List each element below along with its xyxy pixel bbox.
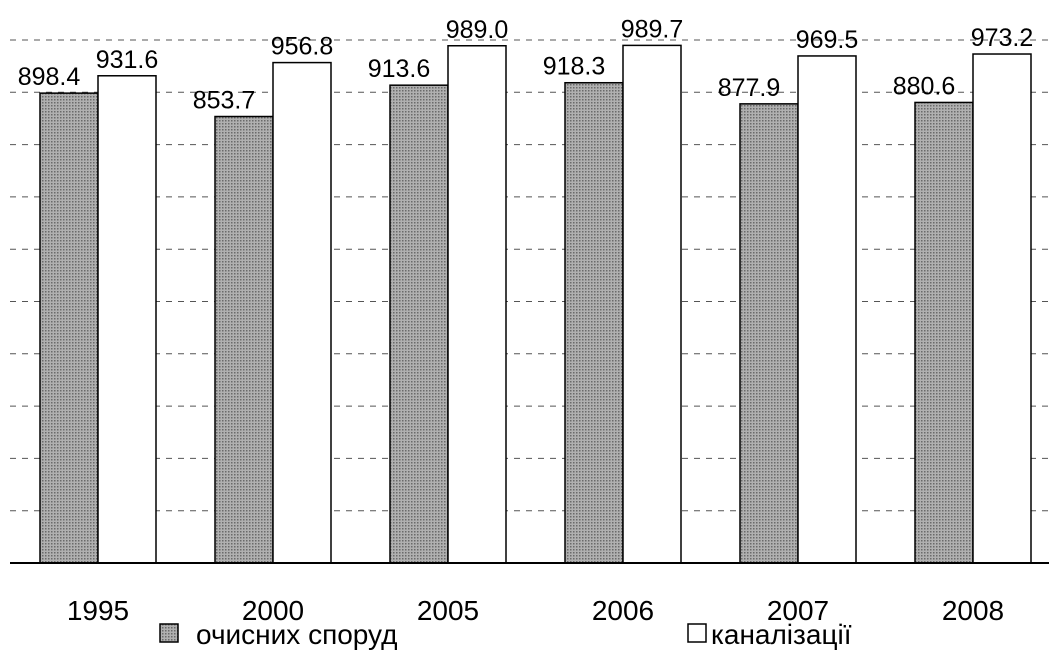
bar-series-0-2000 bbox=[214, 115, 274, 564]
data-label-series-0-1995: 898.4 bbox=[18, 63, 81, 91]
bar-series-1-2006 bbox=[622, 44, 682, 564]
x-tick-label-2007: 2007 bbox=[767, 595, 829, 626]
bar-series-1-2000 bbox=[272, 61, 332, 564]
bar-series-1-1995 bbox=[97, 75, 157, 564]
gridlines bbox=[10, 39, 1049, 512]
bar-series-0-2007 bbox=[739, 103, 799, 564]
data-labels: 898.4 931.6 853.7 956.8 913.6 989.0 918.3 989.7… bbox=[18, 15, 1034, 114]
x-axis-tick-labels: 1995 2000 2005 2006 2007 2008 bbox=[67, 595, 1004, 626]
bar-series-1-2005 bbox=[447, 45, 507, 564]
legend-label-series-0: очисних споруд bbox=[196, 619, 397, 650]
bar-series-0-1995 bbox=[39, 92, 99, 564]
data-label-series-1-2008: 973.2 bbox=[971, 24, 1034, 52]
bar-series-1-2008 bbox=[972, 53, 1032, 564]
data-label-series-0-2007: 877.9 bbox=[718, 74, 781, 102]
bar-series-0-2005 bbox=[389, 84, 449, 564]
x-tick-label-2005: 2005 bbox=[417, 595, 479, 626]
data-label-series-0-2000: 853.7 bbox=[193, 87, 256, 115]
x-tick-label-2006: 2006 bbox=[592, 595, 654, 626]
legend-swatch-series-0 bbox=[159, 623, 179, 643]
bar-series-0-2008 bbox=[914, 101, 974, 564]
legend: очисних споруд каналізації bbox=[159, 619, 852, 650]
data-label-series-1-2000: 956.8 bbox=[271, 33, 334, 61]
x-tick-label-2000: 2000 bbox=[242, 595, 304, 626]
data-label-series-1-2005: 989.0 bbox=[446, 16, 509, 44]
data-label-series-0-2006: 918.3 bbox=[543, 53, 606, 81]
bar-series-1-2007 bbox=[797, 55, 857, 564]
data-label-series-1-2006: 989.7 bbox=[621, 15, 684, 43]
data-label-series-0-2008: 880.6 bbox=[893, 72, 956, 100]
data-label-series-1-1995: 931.6 bbox=[96, 46, 159, 74]
bar-series-0-2006 bbox=[564, 81, 624, 564]
data-label-series-1-2007: 969.5 bbox=[796, 26, 859, 54]
x-tick-label-1995: 1995 bbox=[67, 595, 129, 626]
bars bbox=[39, 44, 1032, 564]
data-label-series-0-2005: 913.6 bbox=[368, 55, 431, 83]
legend-label-series-1: каналізації bbox=[711, 619, 852, 650]
legend-swatch-series-1 bbox=[687, 623, 707, 643]
x-tick-label-2008: 2008 bbox=[942, 595, 1004, 626]
